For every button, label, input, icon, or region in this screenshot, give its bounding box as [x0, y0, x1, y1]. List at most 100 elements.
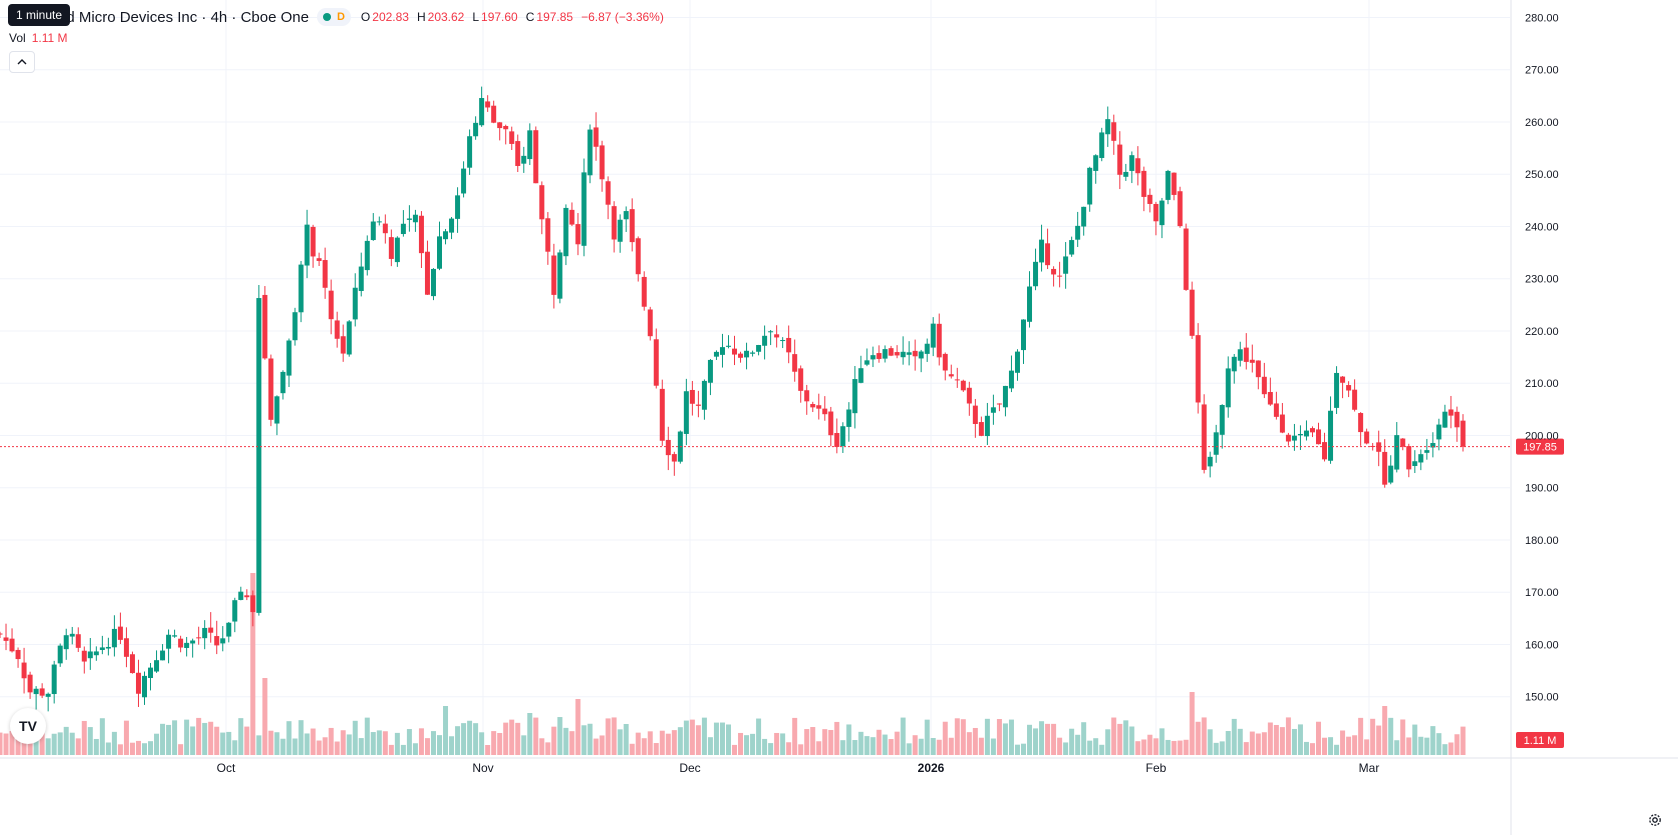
volume-bar	[581, 725, 587, 755]
volume-bar	[1243, 742, 1249, 755]
close-value: 197.85	[536, 10, 574, 24]
candle-body	[1352, 389, 1358, 410]
candle-body	[364, 240, 370, 271]
volume-bar	[1020, 743, 1026, 755]
candle-body	[1129, 155, 1135, 171]
candle-body	[81, 650, 87, 662]
interval-chip: D	[336, 11, 345, 23]
candle-body	[587, 129, 593, 176]
volume-bar	[515, 722, 521, 755]
candle-body	[1177, 191, 1183, 227]
candle-body	[665, 439, 671, 456]
volume-bar	[804, 729, 810, 755]
candle-body	[1057, 275, 1063, 277]
volume-bar	[412, 743, 418, 755]
volume-bar	[503, 722, 509, 755]
volume-bar	[635, 732, 641, 755]
candle-body	[1195, 335, 1201, 403]
candle-body	[515, 141, 521, 166]
volume-bar	[1213, 742, 1219, 755]
collapse-legend-button[interactable]	[9, 51, 35, 73]
price-tick-label: 240.00	[1525, 221, 1559, 233]
volume-bar	[1027, 724, 1033, 755]
low-value: 197.60	[481, 10, 518, 24]
last-price-label: 197.85	[1523, 442, 1557, 454]
candle-body	[1183, 228, 1189, 290]
candle-body	[1424, 450, 1430, 453]
last-volume-badge	[1516, 732, 1564, 748]
volume-bar	[906, 743, 912, 755]
time-tick-label: 2026	[918, 761, 945, 775]
candle-body	[828, 411, 834, 436]
candle-body	[924, 343, 930, 354]
price-tick-label: 200.00	[1525, 430, 1559, 442]
high-value: 203.62	[427, 10, 465, 24]
candle-body	[479, 98, 485, 126]
volume-bar	[232, 740, 238, 755]
volume-bar	[545, 742, 551, 755]
volume-bar	[1249, 731, 1255, 755]
volume-bar	[406, 729, 412, 755]
volume-bar	[1057, 737, 1063, 755]
candle-body	[497, 122, 503, 129]
candle-body	[1087, 167, 1093, 205]
volume-bar	[1316, 721, 1322, 755]
tradingview-logo-icon[interactable]: TV	[10, 708, 46, 744]
volume-bar	[1075, 734, 1081, 755]
volume-bar	[629, 743, 635, 755]
candle-body	[304, 224, 310, 266]
candle-body	[942, 353, 948, 371]
price-tick-label: 230.00	[1525, 274, 1559, 286]
chart-legend: Advanced Micro Devices Inc · 4h · Cboe O…	[8, 6, 670, 28]
price-axis[interactable]: 280.00 270.00 260.00 250.00 240.00 230.00 220.…	[1510, 0, 1559, 835]
symbol-title[interactable]: Advanced Micro Devices Inc · 4h · Cboe O…	[8, 8, 309, 26]
chart-settings-button[interactable]	[1648, 813, 1662, 830]
last-price-badge	[1516, 438, 1564, 455]
volume-bar	[563, 727, 569, 755]
candle-body	[954, 379, 960, 381]
candle-body	[1135, 158, 1141, 174]
candle-body	[912, 350, 918, 357]
volume-bar	[1183, 739, 1189, 755]
candle-body	[1406, 446, 1412, 470]
candle-body	[190, 640, 196, 644]
candle-body	[689, 389, 695, 404]
candle-body	[1105, 119, 1111, 135]
candle-body	[948, 374, 954, 377]
volume-bar	[1087, 740, 1093, 755]
price-tick-label: 150.00	[1525, 692, 1559, 704]
candle-body	[683, 391, 689, 434]
volume-bar	[936, 739, 942, 755]
volume-bar	[111, 731, 117, 755]
volume-bar	[1207, 729, 1213, 755]
candle-body	[1267, 392, 1273, 405]
candle-body	[382, 223, 388, 234]
volume-bar	[455, 726, 461, 755]
volume-bar	[479, 732, 485, 755]
time-axis[interactable]: Oct Nov Dec 2026 Feb Mar	[0, 757, 1678, 775]
candle-body	[804, 390, 810, 402]
volume-bar	[587, 723, 593, 755]
candle-body	[1020, 319, 1026, 351]
volume-bar	[978, 737, 984, 755]
price-tick-label: 270.00	[1525, 65, 1559, 77]
market-status-pill[interactable]: D	[316, 8, 351, 26]
volume-bar	[310, 728, 316, 755]
volume-bar	[430, 731, 436, 755]
candle-body	[503, 125, 509, 130]
ohlc-values: O 202.83 H 203.62 L 197.60 C 197.85 −6.87 (−…	[361, 10, 670, 24]
volume-bar	[148, 741, 154, 755]
volume-bar	[1051, 723, 1057, 755]
volume-bar	[39, 723, 45, 755]
candle-body	[268, 358, 274, 420]
last-volume-label: 1.11 M	[1524, 735, 1557, 747]
volume-bar	[364, 717, 370, 755]
candle-body	[840, 426, 846, 446]
volume-bar	[870, 737, 876, 755]
volume-bar	[1117, 723, 1123, 755]
candle-body	[256, 298, 262, 613]
candle-body	[1261, 376, 1267, 395]
volume-bar	[400, 744, 406, 755]
candle-body	[1358, 413, 1364, 433]
